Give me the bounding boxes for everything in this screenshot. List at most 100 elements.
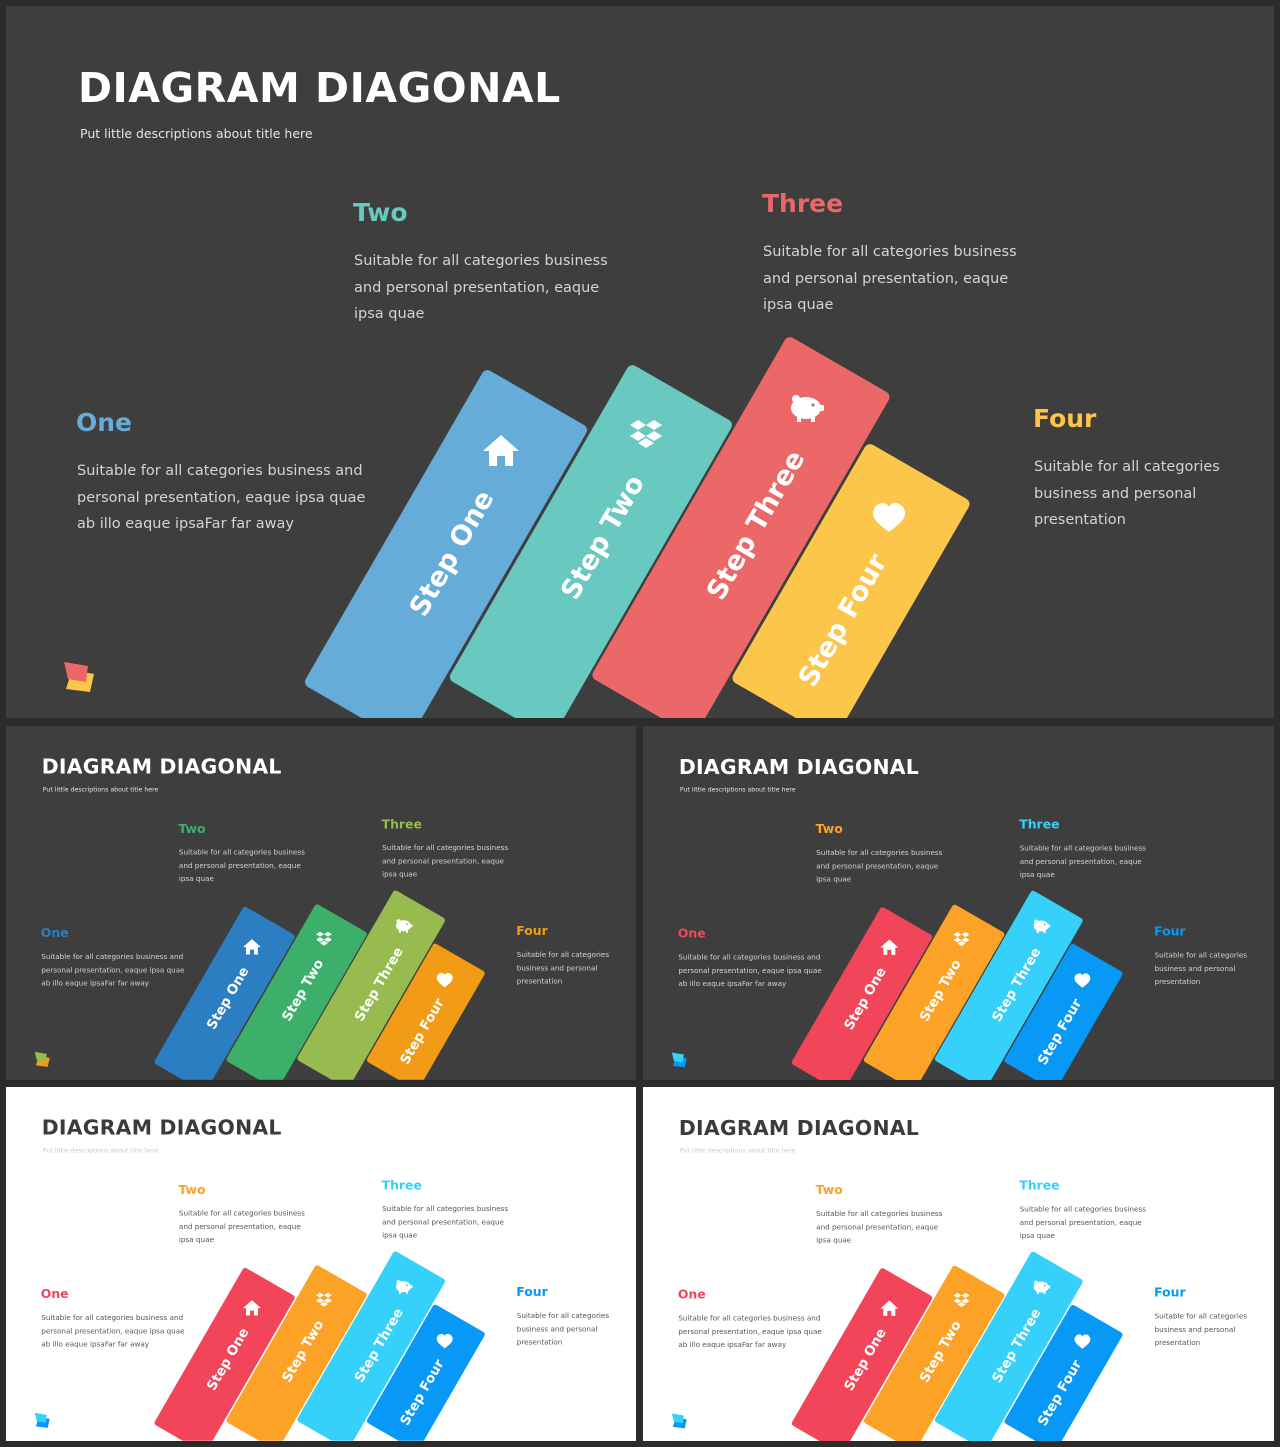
bar-step-two bbox=[863, 1265, 1005, 1441]
bar-step-one bbox=[791, 1268, 933, 1441]
description-three: Suitable for all categories business and… bbox=[382, 844, 509, 879]
bar-step-four bbox=[366, 943, 485, 1080]
bar-step-four bbox=[732, 444, 970, 718]
slide-subtitle: Put little descriptions about title here bbox=[679, 1146, 796, 1155]
heading-three: Three bbox=[1019, 1178, 1060, 1193]
bar-step-four bbox=[1004, 1305, 1123, 1441]
brand-logo-icon bbox=[34, 1051, 50, 1067]
bar-step-one bbox=[154, 906, 295, 1080]
slide-dark-variant-b: DIAGRAM DIAGONAL Put little descriptions … bbox=[643, 726, 1274, 1080]
bar-step-two bbox=[449, 365, 733, 718]
heading-one: One bbox=[677, 926, 706, 941]
slide-subtitle: Put little descriptions about title here bbox=[42, 785, 159, 794]
heading-three: Three bbox=[1019, 817, 1060, 832]
heading-one: One bbox=[40, 925, 69, 941]
heart-icon bbox=[1074, 1334, 1091, 1349]
heading-three: Three bbox=[762, 189, 844, 218]
home-icon bbox=[242, 939, 261, 955]
heading-two: Two bbox=[815, 1182, 843, 1197]
piggy-bank-icon bbox=[1033, 1280, 1051, 1295]
description-one: Suitable for all categories business and… bbox=[678, 953, 822, 988]
description-two: Suitable for all categories business and… bbox=[354, 253, 608, 322]
heart-icon bbox=[1074, 973, 1091, 988]
bar-step-two bbox=[863, 904, 1005, 1080]
heading-two: Two bbox=[178, 821, 206, 836]
description-one: Suitable for all categories business and… bbox=[41, 953, 185, 988]
description-one: Suitable for all categories business and… bbox=[678, 1314, 822, 1349]
slide-title: DIAGRAM DIAGONAL bbox=[678, 754, 920, 779]
heart-icon bbox=[436, 1333, 453, 1349]
brand-logo-icon bbox=[671, 1052, 687, 1068]
heading-four: Four bbox=[1154, 1285, 1186, 1300]
heading-three: Three bbox=[381, 816, 422, 832]
slide-dark-variant-a: DIAGRAM DIAGONAL Put little descriptions … bbox=[6, 726, 636, 1080]
home-icon bbox=[880, 1300, 899, 1316]
description-three: Suitable for all categories business and… bbox=[1019, 844, 1146, 879]
piggy-bank-icon bbox=[1033, 919, 1051, 934]
slide-title: DIAGRAM DIAGONAL bbox=[78, 64, 561, 112]
heading-one: One bbox=[40, 1286, 69, 1302]
dropbox-icon bbox=[630, 420, 662, 448]
slide-subtitle: Put little descriptions about title here bbox=[679, 785, 796, 794]
piggy-bank-icon bbox=[791, 395, 824, 422]
bar-step-three bbox=[934, 1251, 1083, 1441]
home-icon bbox=[880, 939, 899, 955]
description-two: Suitable for all categories business and… bbox=[178, 848, 305, 884]
description-four: Suitable for all categories business and… bbox=[1154, 951, 1248, 986]
heading-one: One bbox=[677, 1287, 706, 1302]
brand-logo-icon bbox=[64, 662, 94, 692]
home-icon bbox=[242, 1300, 261, 1316]
heading-four: Four bbox=[516, 1284, 548, 1300]
heading-two: Two bbox=[815, 821, 843, 836]
description-two: Suitable for all categories business and… bbox=[178, 1209, 305, 1245]
heart-icon bbox=[436, 972, 453, 988]
slide-subtitle: Put little descriptions about title here bbox=[80, 126, 313, 141]
slide-title: DIAGRAM DIAGONAL bbox=[678, 1115, 920, 1140]
bar-step-one bbox=[304, 370, 588, 718]
slide-subtitle: Put little descriptions about title here bbox=[42, 1146, 159, 1155]
heading-three: Three bbox=[381, 1177, 422, 1193]
slide-title: DIAGRAM DIAGONAL bbox=[41, 1115, 282, 1140]
description-four: Suitable for all categories business and… bbox=[516, 1312, 610, 1347]
heading-one: One bbox=[76, 408, 133, 437]
heading-four: Four bbox=[1154, 924, 1186, 939]
heading-two: Two bbox=[178, 1182, 206, 1197]
slide-light-variant-b: DIAGRAM DIAGONAL Put little descriptions … bbox=[643, 1087, 1274, 1441]
piggy-bank-icon bbox=[396, 1280, 413, 1294]
bar-step-one bbox=[791, 907, 933, 1080]
description-two: Suitable for all categories business and… bbox=[816, 1209, 943, 1245]
home-icon bbox=[483, 435, 519, 466]
bar-step-four bbox=[366, 1304, 485, 1441]
description-one: Suitable for all categories business and… bbox=[77, 463, 366, 532]
heading-two: Two bbox=[353, 198, 408, 227]
description-two: Suitable for all categories business and… bbox=[816, 848, 943, 884]
heading-four: Four bbox=[1033, 404, 1097, 433]
description-four: Suitable for all categories business and… bbox=[516, 951, 610, 986]
slide-large-dark: DIAGRAM DIAGONAL Put little descriptions … bbox=[6, 6, 1274, 718]
bar-step-four bbox=[1004, 944, 1123, 1080]
bar-step-three bbox=[297, 890, 445, 1080]
bar-step-two bbox=[226, 1265, 367, 1441]
description-four: Suitable for all categories business and… bbox=[1034, 459, 1220, 528]
bar-step-three bbox=[592, 337, 890, 718]
description-three: Suitable for all categories business and… bbox=[1019, 1205, 1146, 1240]
heart-icon bbox=[873, 503, 905, 532]
description-four: Suitable for all categories business and… bbox=[1154, 1312, 1248, 1347]
bar-step-two bbox=[226, 904, 367, 1080]
piggy-bank-icon bbox=[396, 919, 413, 933]
description-one: Suitable for all categories business and… bbox=[41, 1314, 185, 1349]
bar-step-three bbox=[297, 1251, 445, 1441]
brand-logo-icon bbox=[34, 1412, 50, 1428]
description-three: Suitable for all categories business and… bbox=[763, 244, 1017, 313]
heading-four: Four bbox=[516, 923, 548, 939]
brand-logo-icon bbox=[671, 1413, 687, 1429]
bar-step-one bbox=[154, 1267, 295, 1441]
bar-step-three bbox=[934, 890, 1083, 1080]
slide-title: DIAGRAM DIAGONAL bbox=[41, 754, 282, 779]
description-three: Suitable for all categories business and… bbox=[382, 1205, 509, 1240]
